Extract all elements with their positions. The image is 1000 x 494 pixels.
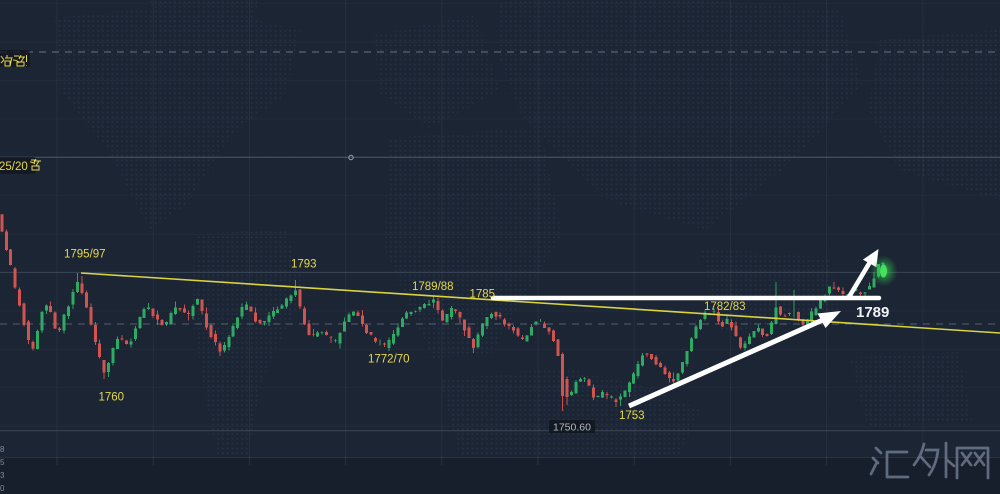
svg-text:1789/88: 1789/88	[412, 281, 454, 293]
svg-text:25/20: 25/20	[0, 161, 28, 173]
svg-text:5: 5	[0, 458, 5, 467]
svg-text:1795/97: 1795/97	[64, 249, 106, 261]
svg-text:0: 0	[0, 484, 5, 493]
svg-text:3: 3	[0, 471, 5, 480]
svg-text:1750.60: 1750.60	[553, 422, 591, 434]
svg-text:8: 8	[0, 445, 5, 454]
svg-text:1760: 1760	[99, 392, 125, 404]
svg-text:1753: 1753	[619, 410, 645, 422]
svg-text:1772/70: 1772/70	[368, 354, 410, 366]
svg-text:1782/83: 1782/83	[704, 301, 746, 313]
svg-text:1793: 1793	[291, 259, 317, 271]
svg-text:1789: 1789	[856, 304, 889, 321]
svg-text:1785: 1785	[470, 289, 496, 301]
